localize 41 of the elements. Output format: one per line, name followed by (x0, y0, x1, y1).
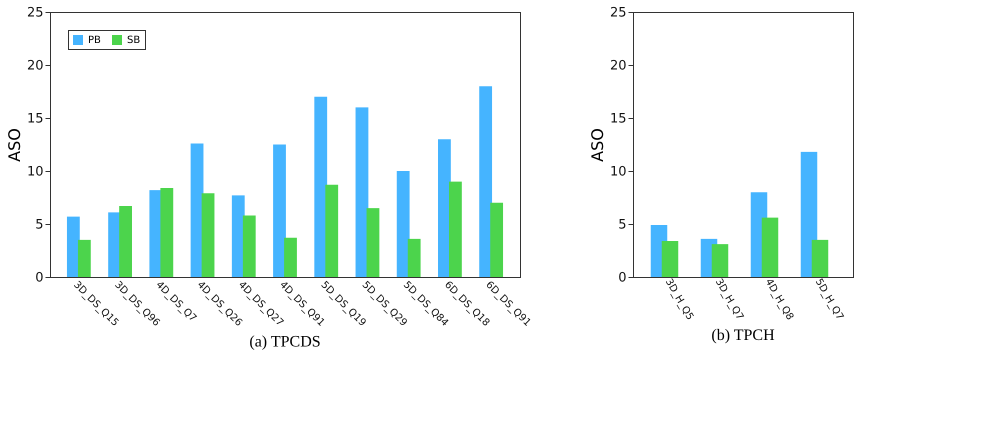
bar (366, 208, 380, 277)
legend-label: SB (127, 35, 140, 46)
bar (449, 182, 462, 277)
y-tick-label: 10 (26, 164, 44, 180)
bar (396, 171, 410, 277)
bar (762, 218, 778, 277)
bar (356, 107, 368, 277)
bar (284, 238, 297, 277)
y-tick-label: 0 (618, 270, 626, 286)
bar (160, 188, 174, 277)
bar (190, 143, 204, 277)
bar (812, 240, 828, 277)
y-tick-label: 10 (610, 164, 626, 180)
bar (273, 144, 286, 277)
y-tick-label: 20 (610, 58, 626, 74)
bar (78, 240, 91, 277)
bar (800, 152, 818, 277)
bar (490, 202, 504, 277)
bar (242, 216, 256, 277)
y-tick-label: 5 (618, 218, 626, 232)
bar (119, 206, 132, 277)
y-axis-title: ASO (4, 128, 24, 162)
bar (479, 86, 492, 277)
text: (a) TPCDS (249, 334, 321, 351)
bar (314, 96, 328, 277)
text: (b) TPCH (711, 327, 776, 344)
y-tick-label: 25 (610, 6, 626, 20)
bar (408, 238, 421, 277)
y-tick-label: 15 (26, 112, 44, 126)
bar (712, 244, 728, 277)
bar (202, 193, 214, 277)
y-tick-label: 20 (26, 58, 44, 74)
y-tick-label: 5 (35, 218, 44, 232)
bar (662, 240, 678, 277)
y-tick-label: 25 (26, 6, 44, 20)
y-axis-title: ASO (588, 128, 607, 162)
y-tick-label: 0 (35, 270, 44, 286)
y-tick-label: 15 (610, 112, 626, 126)
legend-label: PB (88, 35, 102, 46)
bar (325, 184, 338, 277)
bar (66, 216, 80, 277)
